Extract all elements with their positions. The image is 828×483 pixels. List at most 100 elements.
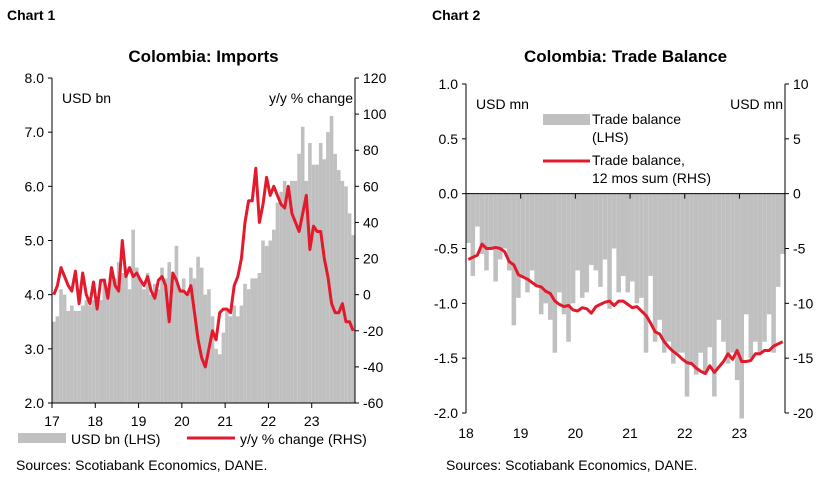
trade-balance-source-note: Sources: Scotiabank Economics, DANE. xyxy=(446,457,698,473)
bar xyxy=(181,278,186,403)
bar xyxy=(315,164,319,403)
right-tick-label: 60 xyxy=(363,178,379,194)
bar xyxy=(326,132,330,403)
bar xyxy=(734,193,740,381)
bar xyxy=(232,305,236,403)
right-tick-label: -10 xyxy=(793,295,813,311)
bar xyxy=(493,193,498,282)
legend-line-label: y/y % change (RHS) xyxy=(240,431,367,447)
bar xyxy=(73,310,78,403)
bar xyxy=(497,193,503,260)
right-tick-label: 10 xyxy=(793,76,809,92)
bar xyxy=(127,289,132,403)
bar xyxy=(142,289,146,403)
bar xyxy=(192,278,197,403)
bar xyxy=(290,180,294,403)
x-tick-label: 20 xyxy=(174,413,190,429)
bar xyxy=(131,229,135,403)
legend-bar-label: Trade balance (LHS) xyxy=(592,111,681,145)
bar xyxy=(171,278,175,403)
bar xyxy=(106,294,110,403)
bar xyxy=(466,193,471,244)
bar xyxy=(113,278,117,403)
x-tick-label: 17 xyxy=(44,413,60,429)
x-tick-label: 21 xyxy=(622,425,638,441)
bar xyxy=(228,316,233,403)
bar xyxy=(116,262,121,403)
bar xyxy=(185,294,190,403)
bar xyxy=(661,193,667,353)
x-tick-label: 22 xyxy=(261,413,277,429)
bar xyxy=(575,193,580,271)
right-tick-label: -20 xyxy=(793,405,813,421)
left-axis-unit: USD bn xyxy=(62,90,111,106)
bar xyxy=(203,294,208,403)
bar xyxy=(225,310,229,403)
bar xyxy=(333,153,337,403)
bar xyxy=(557,193,562,293)
bar xyxy=(257,273,262,403)
left-tick-label: 5.0 xyxy=(25,233,45,249)
bar xyxy=(698,193,703,353)
right-tick-label: 120 xyxy=(363,70,387,86)
bar xyxy=(602,193,608,260)
x-tick-label: 19 xyxy=(513,425,529,441)
bar xyxy=(52,321,56,403)
bar xyxy=(584,193,590,293)
bar xyxy=(639,193,644,298)
bar xyxy=(84,300,89,403)
bar xyxy=(308,143,312,403)
bar xyxy=(534,193,539,287)
bar xyxy=(243,283,247,403)
bar xyxy=(134,267,139,403)
bar xyxy=(272,229,276,403)
bar xyxy=(771,193,776,353)
left-tick-label: 3.0 xyxy=(25,341,45,357)
bar xyxy=(160,267,164,403)
bar xyxy=(762,193,767,342)
x-tick-label: 21 xyxy=(217,413,233,429)
bar xyxy=(254,278,258,403)
bar xyxy=(589,193,594,265)
bar xyxy=(340,180,345,403)
bar xyxy=(109,267,114,403)
bar xyxy=(721,193,726,342)
bar xyxy=(149,294,153,403)
bar xyxy=(153,283,157,403)
right-axis-unit: y/y % change xyxy=(269,90,353,106)
bar xyxy=(630,193,635,282)
bar xyxy=(91,300,96,403)
bar xyxy=(625,193,631,293)
left-tick-label: 2.0 xyxy=(25,395,45,411)
bar xyxy=(743,193,749,315)
bar xyxy=(70,305,74,403)
bar xyxy=(286,197,291,403)
bar xyxy=(643,193,649,353)
bar xyxy=(318,143,323,403)
bar xyxy=(616,193,621,293)
bar xyxy=(329,115,334,404)
series-line xyxy=(467,242,784,375)
bar xyxy=(548,193,553,320)
bar xyxy=(543,193,549,304)
left-tick-label: 7.0 xyxy=(25,124,45,140)
right-tick-label: -5 xyxy=(793,241,806,257)
bar xyxy=(689,193,694,364)
bar xyxy=(351,235,355,403)
left-tick-label: -1.0 xyxy=(434,295,458,311)
chart-title: Colombia: Trade Balance xyxy=(524,47,727,66)
bar xyxy=(268,240,273,403)
right-tick-label: 20 xyxy=(363,251,379,267)
legend-bar-swatch xyxy=(543,114,590,125)
legend-bar-label: USD bn (LHS) xyxy=(71,431,160,447)
left-tick-label: 6.0 xyxy=(25,178,45,194)
bar xyxy=(716,193,722,320)
bar xyxy=(347,213,352,403)
bar xyxy=(239,305,244,403)
bar xyxy=(757,193,763,353)
bar xyxy=(264,245,269,403)
bar xyxy=(593,193,599,271)
bar xyxy=(80,305,85,403)
bar xyxy=(648,193,653,276)
bar xyxy=(611,193,617,249)
